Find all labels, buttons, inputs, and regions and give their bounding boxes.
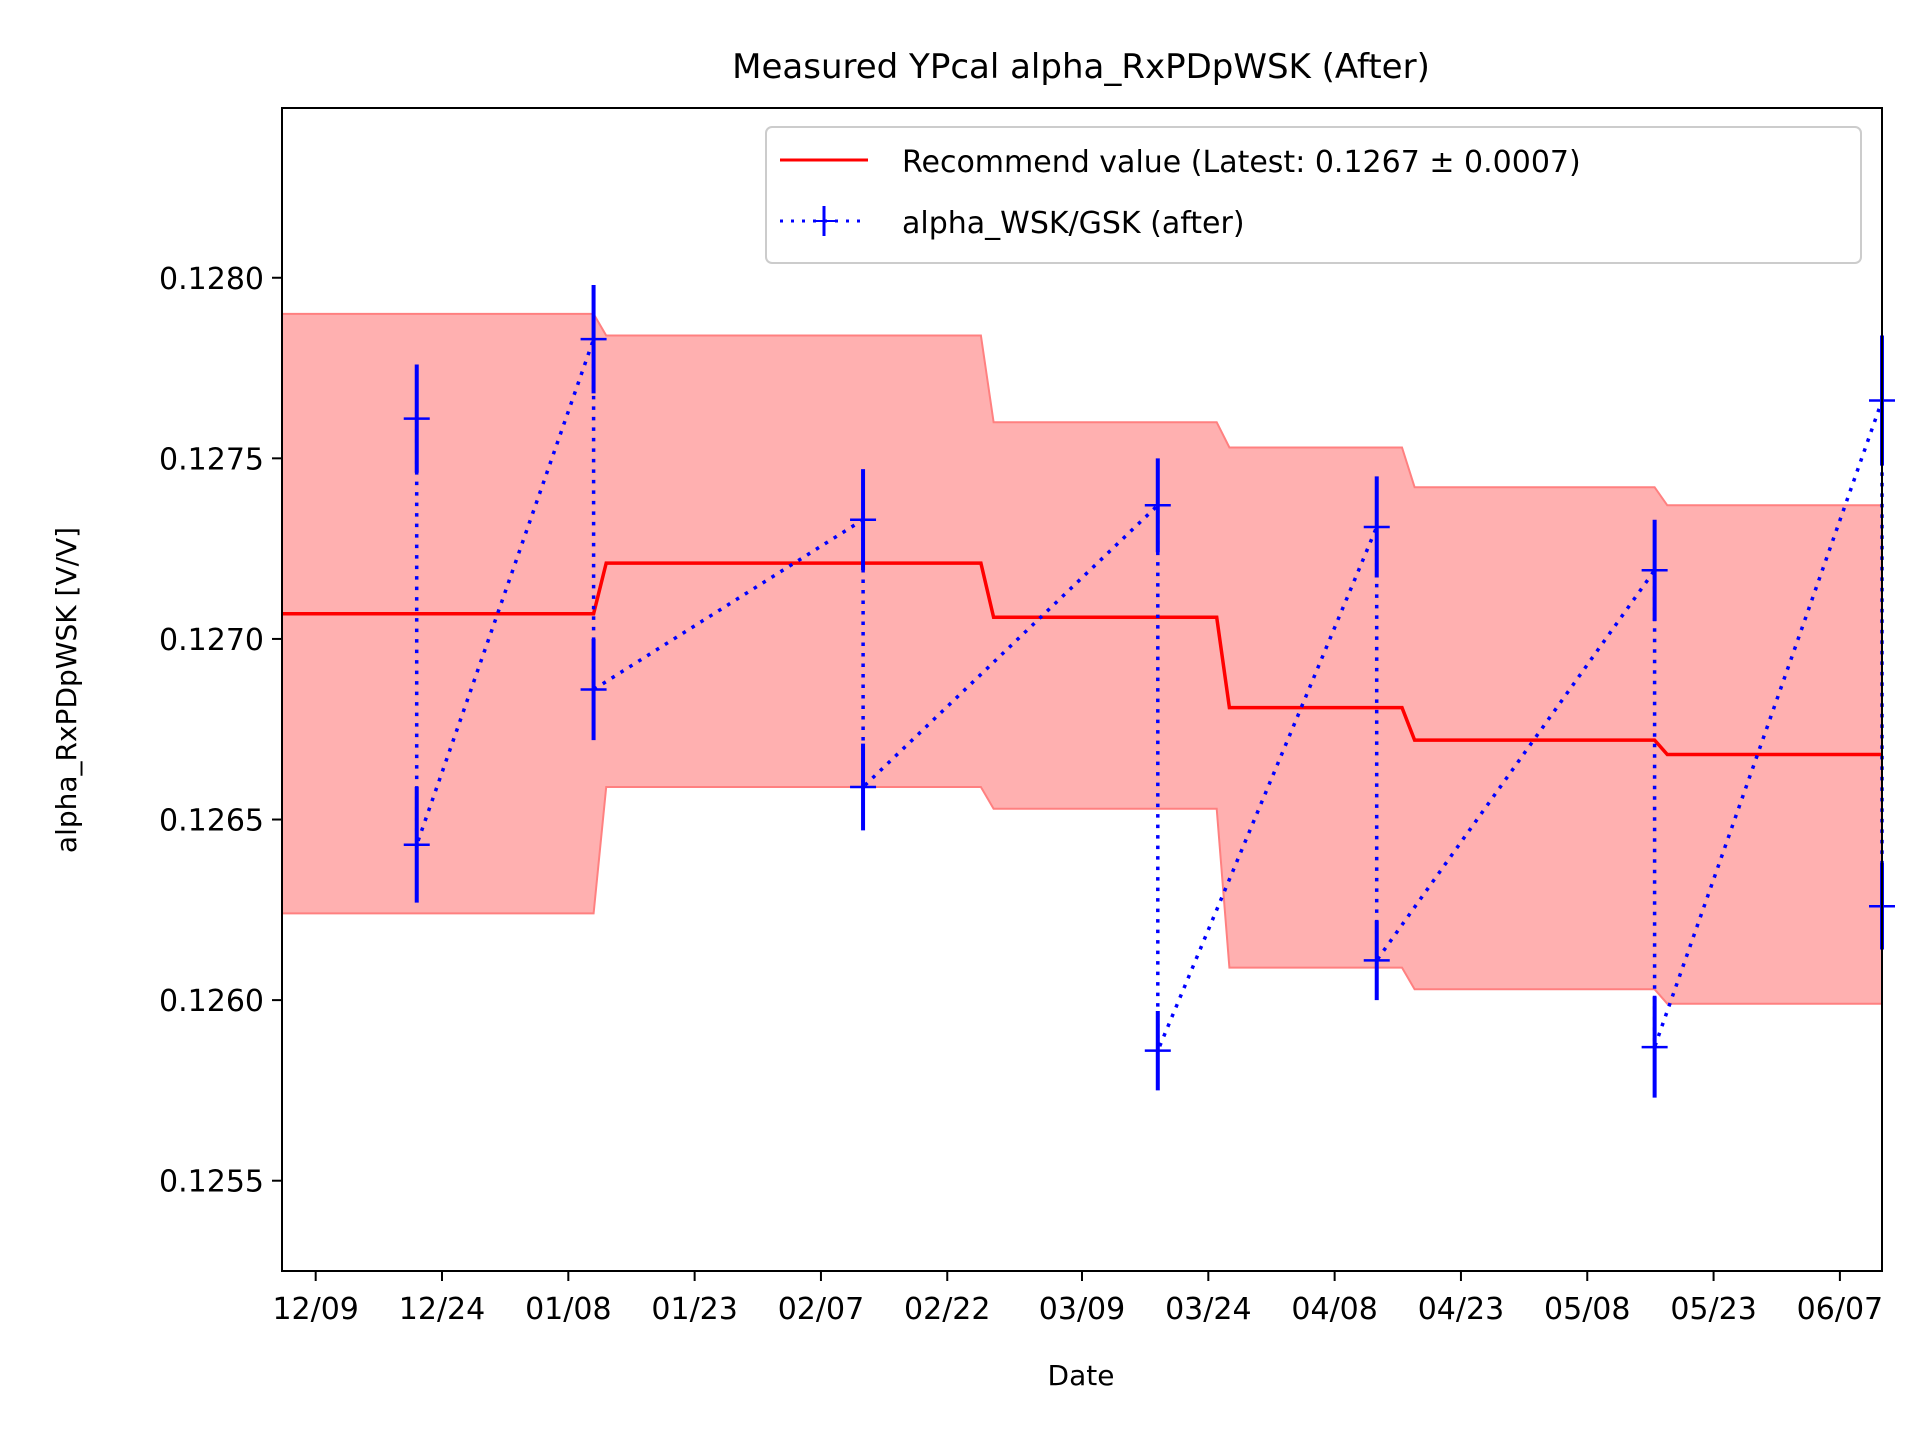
x-tick-label: 06/07 [1797, 1292, 1883, 1327]
x-axis-label: Date [1048, 1359, 1115, 1392]
legend: Recommend value (Latest: 0.1267 ± 0.0007… [765, 126, 1862, 264]
y-tick-label: 0.1270 [159, 623, 264, 658]
x-tick-label: 12/09 [272, 1292, 358, 1327]
legend-box [765, 126, 1862, 264]
x-tick-label: 04/08 [1291, 1292, 1377, 1327]
x-tick-label: 05/08 [1544, 1292, 1630, 1327]
x-tick-label: 12/24 [399, 1292, 485, 1327]
legend-recommend-label: Recommend value (Latest: 0.1267 ± 0.0007… [902, 145, 1581, 180]
chart-title: Measured YPcal alpha_RxPDpWSK (After) [732, 47, 1430, 87]
x-tick-label: 02/22 [904, 1292, 990, 1327]
x-tick-label: 02/07 [778, 1292, 864, 1327]
measured-line [414, 338, 1884, 1052]
x-axis-ticks: 12/09 12/24 01/08 01/23 02/07 02/22 03/09 03/24… [272, 1271, 1883, 1327]
y-tick-label: 0.1275 [159, 442, 264, 477]
confidence-band-layer [281, 312, 1883, 1005]
y-tick-label: 0.1280 [159, 262, 264, 297]
x-tick-label: 03/24 [1165, 1292, 1251, 1327]
y-axis-ticks: 0.1255 0.1260 0.1265 0.1270 0.1275 0.1280 [159, 262, 282, 1200]
y-tick-label: 0.1260 [159, 984, 264, 1019]
x-tick-label: 03/09 [1039, 1292, 1125, 1327]
x-tick-label: 05/23 [1670, 1292, 1756, 1327]
recommend-line [282, 561, 1882, 757]
recommend-line-layer [282, 561, 1882, 757]
y-axis-label: alpha_RxPDpWSK [V/V] [50, 527, 83, 853]
x-tick-label: 01/08 [525, 1292, 611, 1327]
x-tick-label: 01/23 [651, 1292, 737, 1327]
y-tick-label: 0.1255 [159, 1165, 264, 1200]
legend-measured-label: alpha_WSK/GSK (after) [902, 206, 1245, 241]
x-tick-label: 04/23 [1418, 1292, 1504, 1327]
y-tick-label: 0.1265 [159, 804, 264, 839]
confidence-band [281, 312, 1883, 1005]
